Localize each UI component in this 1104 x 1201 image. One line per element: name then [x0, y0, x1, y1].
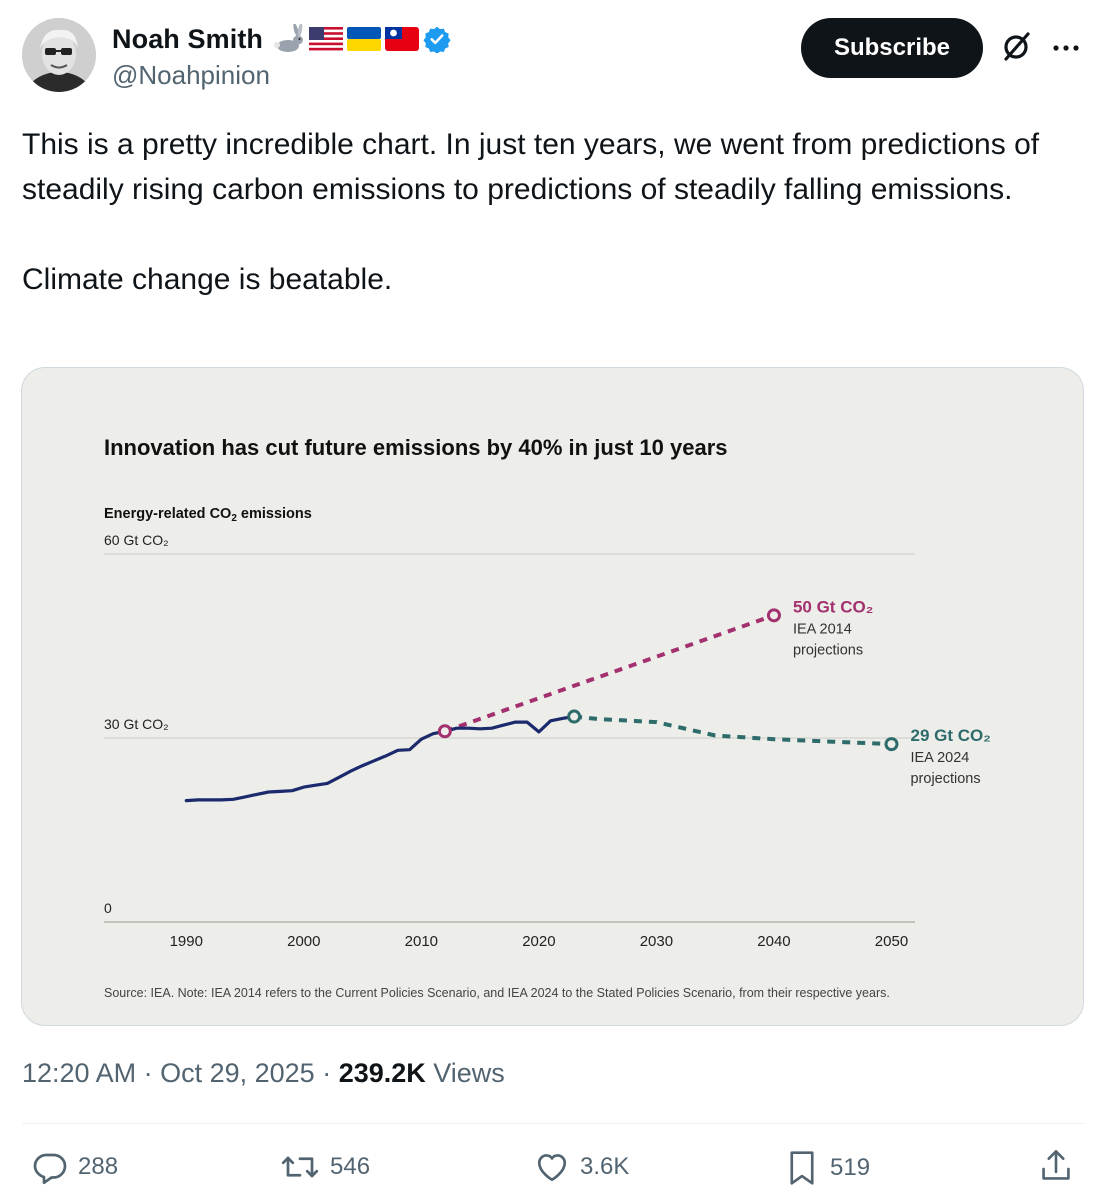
y-tick-label: 60 Gt CO₂: [104, 532, 169, 548]
share-button[interactable]: [1038, 1147, 1074, 1185]
share-icon: [1042, 1150, 1070, 1180]
chart-title: Innovation has cut future emissions by 4…: [104, 435, 728, 460]
rabbit-icon: [274, 24, 304, 52]
tweet-date[interactable]: Oct 29, 2025: [160, 1058, 315, 1088]
like-button[interactable]: 3.6K: [534, 1149, 629, 1185]
bookmark-icon: [790, 1151, 814, 1185]
flag-taiwan-icon: [385, 27, 420, 51]
tweet-text: This is a pretty incredible chart. In ju…: [22, 128, 1040, 296]
x-tick-label: 2040: [757, 933, 790, 950]
projection-end-label: 50 Gt CO₂: [793, 597, 873, 616]
flag-us-icon: [309, 27, 344, 51]
divider: [22, 1123, 1084, 1124]
reply-button[interactable]: 288: [32, 1149, 118, 1185]
meta-separator: ·: [136, 1058, 161, 1088]
author-handle[interactable]: @Noahpinion: [112, 60, 270, 90]
flag-ukraine-icon: [347, 27, 382, 51]
series-line-1: [444, 613, 775, 734]
bookmark-button[interactable]: 519: [784, 1149, 870, 1187]
x-tick-label: 2010: [405, 933, 438, 950]
x-tick-label: 2050: [875, 933, 908, 950]
series-line-2: [573, 714, 892, 747]
x-tick-label: 1990: [170, 933, 203, 950]
series-line-0: [184, 714, 576, 803]
tweet-meta: 12:20 AM · Oct 29, 2025 · 239.2K Views: [22, 1058, 505, 1089]
x-tick-label: 2020: [522, 933, 555, 950]
projection-caption: IEA 2024: [910, 750, 969, 766]
repost-count: 546: [330, 1153, 371, 1180]
projection-marker: [437, 724, 452, 739]
author-block: Noah Smith: [112, 22, 451, 91]
reply-count: 288: [78, 1153, 119, 1180]
author-name[interactable]: Noah Smith: [112, 23, 264, 54]
grok-icon[interactable]: [998, 29, 1034, 65]
chart-source: Source: IEA. Note: IEA 2014 refers to th…: [104, 986, 890, 1000]
name-emojis: [271, 24, 451, 54]
bookmark-count: 519: [830, 1154, 871, 1181]
tweet-time[interactable]: 12:20 AM: [22, 1058, 137, 1088]
more-icon[interactable]: [1048, 30, 1084, 66]
x-tick-label: 2000: [287, 933, 320, 950]
emissions-chart: Innovation has cut future emissions by 4…: [104, 435, 991, 1000]
projection-marker: [567, 709, 582, 724]
subscribe-button[interactable]: Subscribe: [801, 18, 983, 78]
repost-icon: [281, 1156, 319, 1178]
verified-badge-icon[interactable]: [423, 25, 451, 53]
avatar[interactable]: [22, 18, 96, 92]
reply-icon: [33, 1153, 67, 1185]
chart-ylabel: Energy-related CO2 emissions: [104, 506, 312, 524]
tweet-media[interactable]: Innovation has cut future emissions by 4…: [21, 367, 1084, 1026]
projection-marker: [766, 608, 781, 623]
y-tick-label: 30 Gt CO₂: [104, 716, 169, 732]
projection-end-label: 29 Gt CO₂: [910, 726, 990, 745]
action-bar: 288 546 3.6K 519: [0, 1145, 1104, 1197]
projection-caption: IEA 2014: [793, 621, 852, 637]
like-count: 3.6K: [580, 1153, 630, 1180]
repost-button[interactable]: 546: [280, 1149, 370, 1185]
projection-marker: [884, 737, 899, 752]
views-label: Views: [425, 1058, 505, 1088]
y-tick-label: 0: [104, 900, 112, 916]
projection-caption: projections: [910, 771, 980, 787]
x-tick-label: 2030: [640, 933, 673, 950]
avatar-image: [22, 18, 96, 92]
projection-caption: projections: [793, 642, 863, 658]
like-icon: [537, 1154, 567, 1182]
views-count: 239.2K: [338, 1058, 426, 1088]
meta-separator: ·: [314, 1058, 339, 1088]
